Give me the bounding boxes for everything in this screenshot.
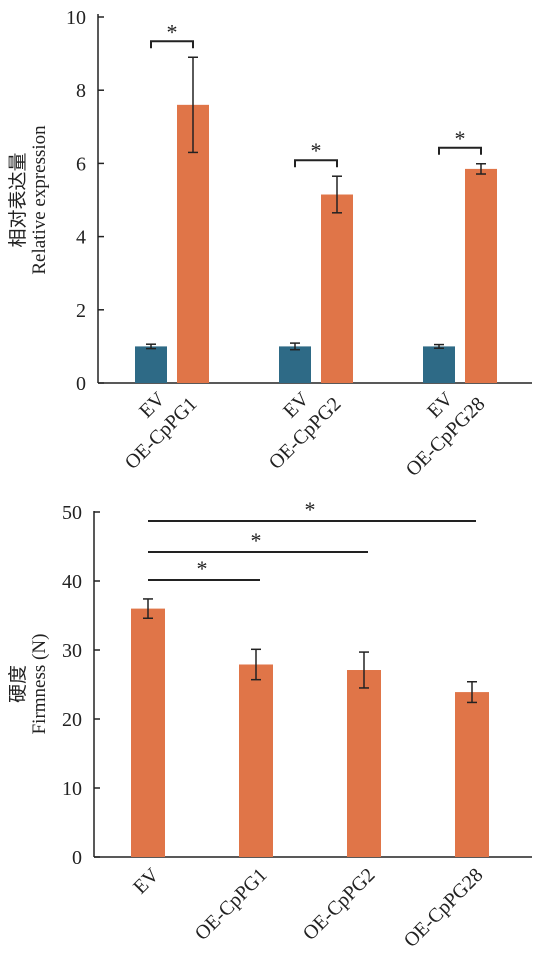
- significance-label: *: [455, 126, 466, 151]
- x-tick-label: EV: [129, 864, 164, 899]
- significance-bracket: [294, 159, 338, 168]
- y-tick-label: 2: [76, 300, 86, 322]
- significance-label: *: [305, 497, 316, 522]
- bar: [465, 168, 497, 383]
- y-axis-label-cn: 硬度: [7, 665, 29, 703]
- firmness-chart: 0 10 20 30 40 50 * * * EV OE-CpPG1 OE-CpPG2 OE-CpP…: [7, 497, 532, 952]
- y-tick-label: 0: [72, 847, 82, 869]
- y-tick-label: 8: [76, 80, 86, 102]
- y-tick-label: 30: [62, 640, 82, 662]
- y-axis-label-en: Firmness (N): [29, 634, 50, 735]
- bar: [455, 692, 489, 857]
- significance-bracket: [438, 146, 482, 155]
- y-tick-label: 0: [76, 373, 86, 395]
- y-tick-label: 4: [76, 227, 86, 249]
- bars: * * *: [131, 497, 489, 857]
- y-tick-label: 10: [62, 778, 82, 800]
- significance-label: *: [197, 556, 208, 581]
- y-tick-label: 40: [62, 571, 82, 593]
- bar: [239, 664, 273, 857]
- bar: [279, 346, 311, 383]
- bar: [321, 194, 353, 383]
- y-axis-ticks: 0 2 4 6 8 10: [66, 7, 104, 395]
- significance-label: *: [311, 138, 322, 163]
- y-tick-label: 10: [66, 7, 86, 29]
- y-axis-label-cn: 相对表达量: [7, 152, 29, 247]
- x-tick-labels: EV OE-CpPG1 OE-CpPG2 OE-CpPG28: [129, 864, 487, 952]
- x-tick-label: OE-CpPG2: [299, 864, 380, 945]
- bars: * * *: [135, 19, 497, 383]
- y-axis-ticks: 0 10 20 30 40 50: [62, 502, 100, 869]
- significance-label: *: [251, 528, 262, 553]
- bar: [347, 670, 381, 857]
- y-axis-label-group: 硬度 Firmness (N): [7, 634, 50, 735]
- x-tick-label: OE-CpPG28: [400, 864, 488, 952]
- y-tick-label: 50: [62, 502, 82, 524]
- y-axis-label-group: 相对表达量 Relative expression: [7, 125, 50, 275]
- y-axis-label-en: Relative expression: [29, 125, 50, 275]
- bar: [135, 346, 167, 383]
- significance-bracket: [150, 40, 194, 49]
- bar: [423, 346, 455, 383]
- significance-label: *: [167, 19, 178, 44]
- y-tick-label: 6: [76, 153, 86, 175]
- x-tick-label: OE-CpPG1: [191, 864, 272, 945]
- bar: [131, 608, 165, 857]
- y-tick-label: 20: [62, 709, 82, 731]
